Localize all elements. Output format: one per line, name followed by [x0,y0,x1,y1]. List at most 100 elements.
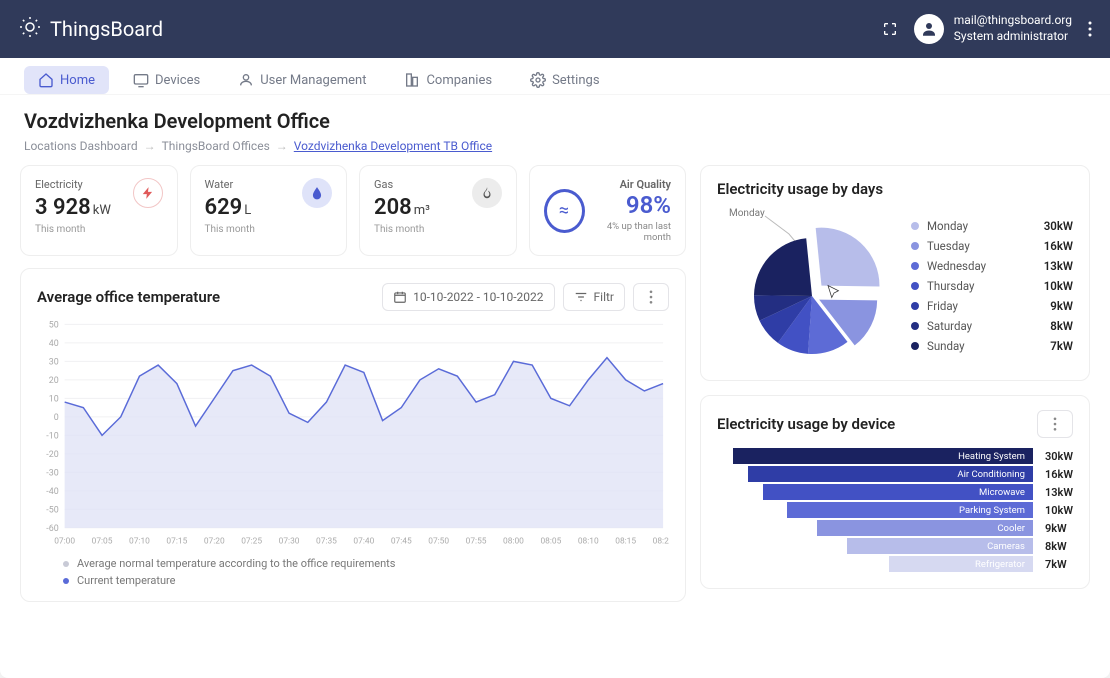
svg-text:07:10: 07:10 [129,537,150,547]
svg-text:07:50: 07:50 [428,537,449,547]
svg-text:-10: -10 [46,431,58,441]
svg-text:10: 10 [49,394,59,404]
brand-logo[interactable]: ThingsBoard [18,15,163,43]
kpi-water: Water 629L This month [190,165,348,256]
nav-tabs: Home Devices User Management Companies S… [0,58,1110,95]
kpi-value: 98% [585,191,671,219]
pie-card: Electricity usage by days Monday Monday3… [700,165,1090,381]
svg-text:-30: -30 [46,468,58,478]
svg-text:08:05: 08:05 [540,537,561,547]
tab-home[interactable]: Home [24,66,109,94]
pie-chart [717,206,897,366]
svg-text:0: 0 [54,413,59,423]
svg-text:07:30: 07:30 [279,537,300,547]
kpi-unit: L [244,203,251,218]
device-bar-row: Refrigerator [717,556,1033,572]
tab-companies[interactable]: Companies [390,66,506,94]
more-button[interactable] [1037,410,1073,438]
kpi-value: 629 [205,195,243,220]
kpi-sub: This month [374,224,430,235]
kpi-label: Gas [374,178,430,191]
tab-label: Settings [552,73,599,88]
svg-text:30: 30 [49,357,59,367]
more-button[interactable] [633,283,669,311]
date-range-picker[interactable]: 10-10-2022 - 10-10-2022 [382,283,554,311]
filter-label: Filtr [594,290,614,304]
device-bar-row: Air Conditioning [717,466,1033,482]
device-bar-value: 9kW [1045,520,1073,536]
kpi-sub: This month [205,224,255,235]
device-bar-row: Cameras [717,538,1033,554]
tab-settings[interactable]: Settings [516,66,613,94]
filter-button[interactable]: Filtr [563,283,625,311]
avatar-icon [914,14,944,44]
kpi-unit: m³ [414,203,430,218]
svg-text:08:15: 08:15 [615,537,636,547]
device-bar: Refrigerator [889,556,1033,572]
temperature-title: Average office temperature [37,288,220,306]
kpi-label: Air Quality [585,178,671,191]
top-header: ThingsBoard mail@thingsboard.org System … [0,0,1110,58]
crumb[interactable]: Locations Dashboard [24,139,138,153]
droplet-icon [302,178,332,208]
svg-text:07:55: 07:55 [466,537,487,547]
more-icon[interactable] [1088,21,1092,37]
waves-icon: ≈ [544,189,585,233]
kpi-electricity: Electricity 3 928kW This month [20,165,178,256]
svg-text:07:05: 07:05 [92,537,113,547]
kpi-gas: Gas 208m³ This month [359,165,517,256]
device-title: Electricity usage by device [717,415,895,433]
cursor-icon [825,284,843,306]
svg-text:40: 40 [49,339,59,349]
user-role: System administrator [954,29,1072,45]
tab-users[interactable]: User Management [224,66,380,94]
bolt-icon [133,178,163,208]
svg-text:08:10: 08:10 [578,537,599,547]
svg-text:07:45: 07:45 [391,537,412,547]
left-column: Electricity 3 928kW This month Water 629… [20,165,686,602]
svg-text:-50: -50 [46,505,58,515]
pie-legend: Monday30kWTuesday16kWWednesday13kWThursd… [911,219,1073,353]
svg-text:08:00: 08:00 [503,537,524,547]
svg-text:07:35: 07:35 [316,537,337,547]
svg-text:08:20: 08:20 [653,537,669,547]
device-bar: Cameras [847,538,1033,554]
svg-text:50: 50 [49,320,59,330]
tab-label: Home [60,73,95,88]
kpi-row: Electricity 3 928kW This month Water 629… [20,165,686,256]
svg-text:-40: -40 [46,487,58,497]
device-bar-row: Microwave [717,484,1033,500]
device-bars: Heating System Air Conditioning Microwave P… [717,448,1033,574]
crumb-current[interactable]: Vozdvizhenka Development TB Office [294,139,492,153]
device-bar: Heating System [733,448,1033,464]
svg-text:07:40: 07:40 [353,537,374,547]
user-email: mail@thingsboard.org [954,13,1072,29]
device-bar-value: 13kW [1045,484,1073,500]
kpi-air-quality: ≈ Air Quality 98% 4% up than last month [529,165,687,256]
breadcrumb: Locations Dashboard→ ThingsBoard Offices… [24,139,1086,153]
svg-text:-60: -60 [46,524,58,534]
page-title: Vozdvizhenka Development Office [24,109,1086,133]
device-bar: Parking System [787,502,1033,518]
kpi-unit: kW [93,203,111,218]
device-bar: Air Conditioning [748,466,1033,482]
pie-legend-row: Tuesday16kW [911,239,1073,253]
device-bar-row: Parking System [717,502,1033,518]
device-bar-row: Cooler [717,520,1033,536]
user-info: mail@thingsboard.org System administrato… [954,13,1072,44]
temperature-legend: Average normal temperature according to … [37,557,669,587]
fullscreen-icon[interactable] [882,21,898,37]
tab-devices[interactable]: Devices [119,66,214,94]
legend-item: Average normal temperature according to … [63,557,669,570]
crumb[interactable]: ThingsBoard Offices [162,139,270,153]
device-bar-value: 8kW [1045,538,1073,554]
device-bar: Cooler [817,520,1033,536]
kpi-sub: This month [35,224,111,235]
svg-text:07:15: 07:15 [166,537,187,547]
user-block[interactable]: mail@thingsboard.org System administrato… [914,13,1072,44]
pie-legend-row: Friday9kW [911,299,1073,313]
pie-callout: Monday [729,208,765,219]
gear-icon [18,15,42,43]
device-values: 30kW16kW13kW10kW9kW8kW7kW [1045,448,1073,574]
kpi-value: 3 928 [35,195,91,220]
